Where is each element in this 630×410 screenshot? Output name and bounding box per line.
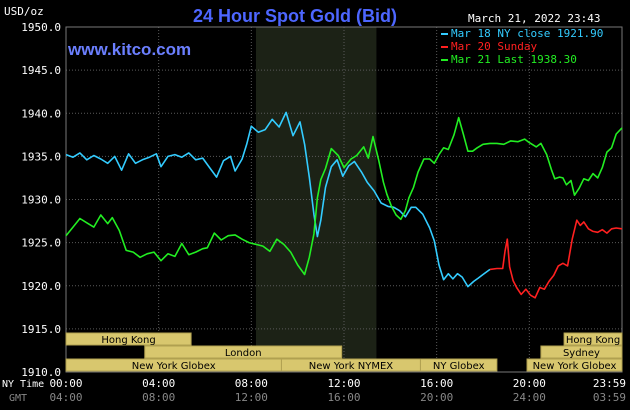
watermark: www.kitco.com xyxy=(67,40,191,59)
grid xyxy=(65,26,623,373)
legend-entry: Mar 20 Sunday xyxy=(451,40,537,53)
y-tick-label: 1945.0 xyxy=(21,64,61,77)
market-bar xyxy=(65,332,192,346)
x-tick-label-ny: 04:00 xyxy=(142,377,175,390)
market-bar xyxy=(540,345,623,359)
market-bar xyxy=(419,358,498,372)
ny-time-label: NY Time xyxy=(2,379,44,390)
x-tick-label-gmt: 16:00 xyxy=(327,391,360,404)
y-tick-label: 1915.0 xyxy=(21,323,61,336)
market-bar xyxy=(526,358,623,372)
chart-title: 24 Hour Spot Gold (Bid) xyxy=(193,6,397,26)
nymex-shade-rect xyxy=(255,27,377,372)
legend-swatch xyxy=(441,33,448,35)
x-tick-label-gmt: 08:00 xyxy=(142,391,175,404)
market-sessions: Hong Kong London New York Globex New York N… xyxy=(65,332,623,372)
x-tick-label-ny: 20:00 xyxy=(513,377,546,390)
x-tick-label-ny: 23:59 xyxy=(593,377,626,390)
y-tick-label: 1925.0 xyxy=(21,237,61,250)
legend-swatch xyxy=(441,46,448,48)
market-label: New York Globex xyxy=(132,361,216,372)
x-tick-label-gmt: 24:00 xyxy=(513,391,546,404)
y-tick-label: 1940.0 xyxy=(21,107,61,120)
price-series xyxy=(65,111,623,299)
unit-label: USD/oz xyxy=(4,5,44,18)
plot-frame xyxy=(65,26,623,373)
market-label: Hong Kong xyxy=(566,335,620,346)
legend-entry: Mar 21 Last 1938.30 xyxy=(451,53,577,66)
timestamp: March 21, 2022 23:43 xyxy=(468,12,600,25)
y-tick-label: 1910.0 xyxy=(21,366,61,379)
series-line xyxy=(489,219,623,299)
legend-swatch xyxy=(441,59,448,61)
series-line xyxy=(65,111,491,288)
x-tick-label-gmt: 20:00 xyxy=(420,391,453,404)
legend-entry: Mar 18 NY close 1921.90 xyxy=(451,27,603,40)
x-tick-label-ny: 12:00 xyxy=(327,377,360,390)
y-tick-label: 1950.0 xyxy=(21,21,61,34)
market-bar xyxy=(563,332,623,346)
x-tick-label-ny: 16:00 xyxy=(420,377,453,390)
market-label: New York NYMEX xyxy=(309,361,394,372)
x-tick-label-gmt: 03:59 xyxy=(593,391,626,404)
x-tick-label-gmt: 12:00 xyxy=(235,391,268,404)
x-tick-label-ny: 08:00 xyxy=(235,377,268,390)
market-label: Sydney xyxy=(563,348,600,359)
nymex-shade xyxy=(255,27,377,372)
market-label: New York Globex xyxy=(533,361,617,372)
x-axis-ticks: 00:00 04:00 08:00 12:00 16:00 20:00 23:5904:00… xyxy=(49,377,626,404)
series-line xyxy=(65,116,623,276)
gmt-label: GMT xyxy=(9,393,27,404)
y-tick-label: 1930.0 xyxy=(21,194,61,207)
market-label: London xyxy=(225,348,262,359)
market-label: NY Globex xyxy=(433,361,485,372)
y-tick-label: 1920.0 xyxy=(21,280,61,293)
y-tick-label: 1935.0 xyxy=(21,150,61,163)
x-tick-label-ny: 00:00 xyxy=(49,377,82,390)
y-axis-ticks: 1950.0 1945.0 1940.0 1935.0 1930.0 1925.0 1920… xyxy=(21,21,61,379)
market-label: Hong Kong xyxy=(101,335,155,346)
market-bar xyxy=(144,345,343,359)
x-tick-label-gmt: 04:00 xyxy=(49,391,82,404)
